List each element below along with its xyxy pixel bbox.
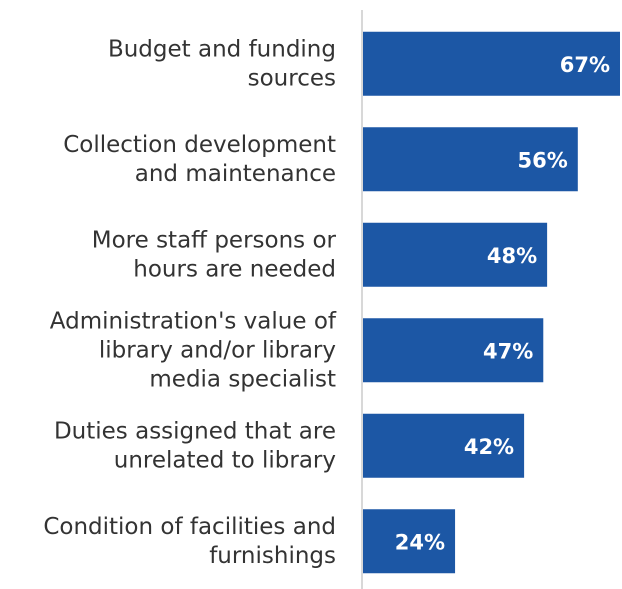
category-label: Duties assigned that are unrelated to lib… [54, 418, 336, 473]
category-line: library and/or library [99, 337, 336, 363]
category-label: Administration's value of library and/or … [50, 308, 337, 392]
category-line: unrelated to library [114, 447, 336, 473]
category-line: and maintenance [135, 160, 336, 186]
value-label: 42% [464, 435, 514, 459]
category-line: Duties assigned that are [54, 418, 336, 444]
bar [363, 509, 456, 574]
value-label: 56% [518, 148, 568, 172]
category-line: sources [248, 65, 336, 91]
category-line: hours are needed [133, 256, 336, 282]
category-label: Budget and funding sources [108, 36, 336, 91]
category-line: Budget and funding [108, 36, 336, 62]
category-line: Collection development [63, 131, 336, 157]
category-line: media specialist [149, 366, 336, 392]
bar [363, 318, 544, 383]
category-line: Condition of facilities and [43, 513, 336, 539]
category-label: More staff persons or hours are needed [92, 227, 337, 282]
bar [363, 222, 548, 287]
value-label: 24% [395, 530, 445, 554]
value-label: 48% [487, 244, 537, 268]
category-line: Administration's value of [50, 308, 337, 334]
value-label: 47% [483, 339, 533, 363]
bar [363, 31, 620, 96]
bar [363, 413, 525, 478]
bar [363, 127, 578, 192]
category-line: furnishings [209, 542, 336, 568]
category-label: Condition of facilities and furnishings [43, 513, 336, 568]
category-line: More staff persons or [92, 227, 337, 253]
value-label: 67% [560, 53, 610, 77]
category-label: Collection development and maintenance [63, 131, 336, 186]
